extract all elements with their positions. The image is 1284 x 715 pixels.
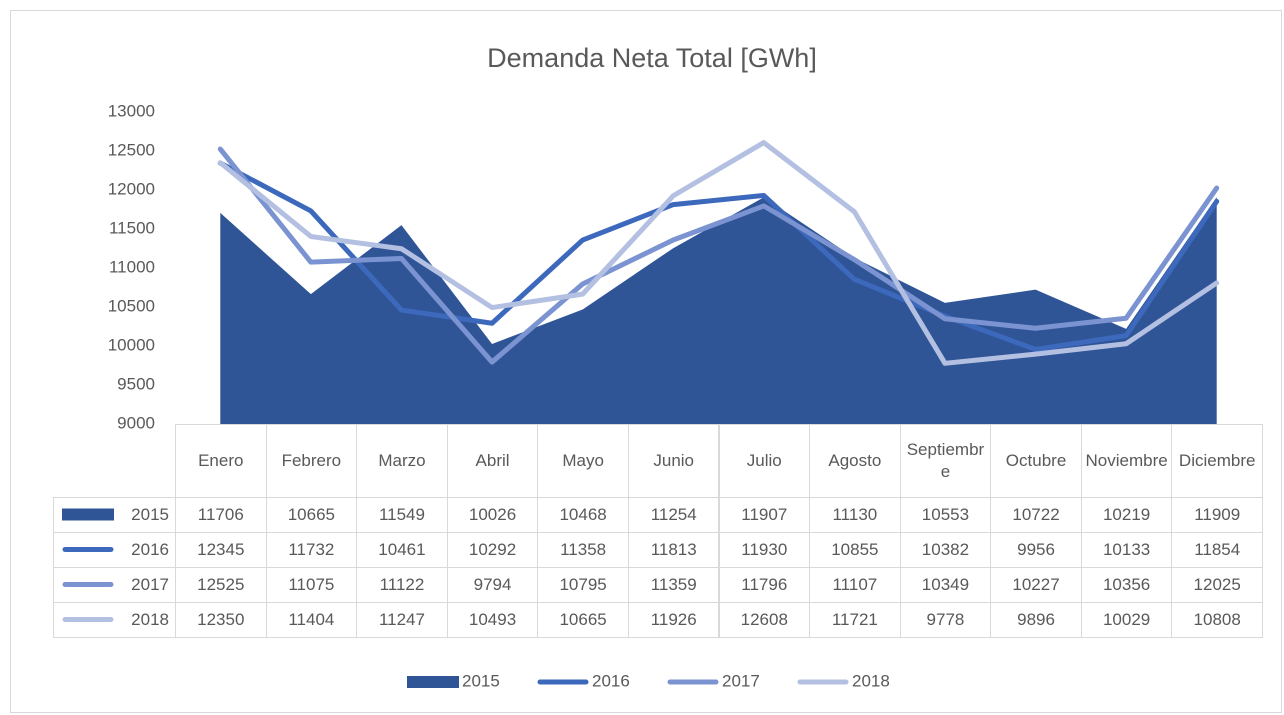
- legend: 2015 2016 2017 2018: [407, 671, 890, 690]
- line-series: [217, 146, 1220, 365]
- y-tick-label: 12000: [108, 179, 155, 198]
- y-tick-label: 10000: [108, 335, 155, 354]
- line-series: [217, 140, 1220, 366]
- legend-label: 2015: [462, 671, 500, 690]
- legend-label: 2017: [722, 671, 760, 690]
- y-tick-label: 9000: [117, 413, 155, 432]
- y-tick-label: 13000: [108, 101, 155, 120]
- chart-frame: [10, 10, 1282, 713]
- legend-key: [62, 508, 114, 521]
- y-tick-label: 11500: [109, 218, 155, 237]
- chart-title: Demanda Neta Total [GWh]: [487, 43, 817, 73]
- line-series: [217, 160, 1220, 352]
- y-tick-label: 12500: [108, 140, 155, 159]
- y-tick-label: 9500: [117, 374, 155, 393]
- legend-label: 2018: [852, 671, 890, 690]
- y-tick-label: 10500: [108, 296, 155, 315]
- legend-label: 2016: [592, 671, 630, 690]
- legend-key: [407, 676, 459, 688]
- table-value: 10808: [1171, 602, 1263, 638]
- y-tick-label: 11000: [109, 257, 155, 276]
- area-series: [220, 197, 1217, 424]
